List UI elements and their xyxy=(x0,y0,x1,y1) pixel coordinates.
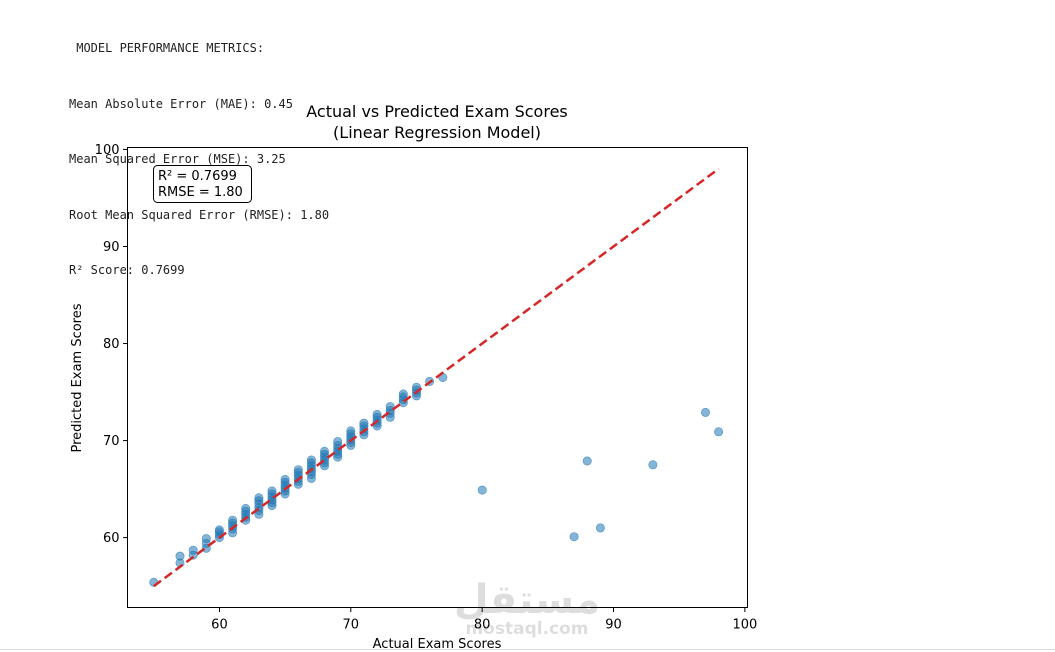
data-point xyxy=(346,426,356,436)
y-tick-label: 70 xyxy=(103,434,120,449)
data-point xyxy=(201,534,211,544)
data-point xyxy=(648,460,658,470)
data-point xyxy=(293,465,303,475)
x-tick-label: 70 xyxy=(343,618,360,633)
data-point xyxy=(700,407,710,417)
stats-annotation: R² = 0.7699 RMSE = 1.80 xyxy=(153,165,252,203)
r2-line: R² Score: 0.7699 xyxy=(69,263,185,277)
mae-line: Mean Absolute Error (MAE): 0.45 xyxy=(69,96,293,111)
rmse-line: Root Mean Squared Error (RMSE): 1.80 xyxy=(69,207,330,222)
y-axis-ticks: 60 70 80 90 100 xyxy=(95,143,128,546)
y-axis-label: Predicted Exam Scores xyxy=(70,303,85,452)
x-tick-label: 100 xyxy=(732,618,757,633)
data-point xyxy=(241,503,251,513)
reference-line-group xyxy=(153,167,720,588)
plot-frame xyxy=(127,147,748,608)
chart-title: Actual vs Predicted Exam Scores xyxy=(306,102,568,121)
data-points xyxy=(149,372,724,587)
data-point xyxy=(228,515,238,525)
data-point xyxy=(306,455,316,465)
divider xyxy=(0,649,1055,650)
x-axis-ticks: 60 70 80 90 100 xyxy=(211,607,757,633)
y-tick-label: 90 xyxy=(103,240,120,255)
watermark: مستقل mostaql.com xyxy=(454,577,600,639)
data-point xyxy=(267,486,277,496)
y-tick-label: 100 xyxy=(95,143,120,158)
y-tick-label: 80 xyxy=(103,337,120,352)
annotation-r2: R² = 0.7699 xyxy=(158,169,237,184)
data-point xyxy=(280,474,290,484)
data-point xyxy=(569,532,579,542)
data-point xyxy=(214,525,224,535)
mse-line: Mean Squared Error (MSE): 3.25 xyxy=(69,152,286,166)
data-point xyxy=(477,485,487,495)
data-point xyxy=(175,551,185,561)
annotation-box xyxy=(153,165,252,203)
data-point xyxy=(359,418,369,428)
data-point xyxy=(333,437,343,447)
x-tick-label: 60 xyxy=(211,618,228,633)
x-tick-label: 80 xyxy=(474,618,491,633)
metrics-header: MODEL PERFORMANCE METRICS: xyxy=(69,41,265,55)
data-point xyxy=(714,427,724,437)
data-point xyxy=(319,446,329,456)
reference-line xyxy=(153,167,720,588)
x-axis-label: Actual Exam Scores xyxy=(373,637,502,652)
data-point xyxy=(398,389,408,399)
x-tick-label: 90 xyxy=(605,618,622,633)
data-point xyxy=(254,493,264,503)
data-point xyxy=(595,523,605,533)
watermark-arabic: مستقل xyxy=(454,577,600,623)
y-tick-label: 60 xyxy=(103,531,120,546)
data-point xyxy=(372,409,382,419)
data-point xyxy=(188,545,198,555)
annotation-rmse: RMSE = 1.80 xyxy=(158,185,243,200)
data-point xyxy=(582,456,592,466)
watermark-latin: mostaql.com xyxy=(465,619,588,639)
chart-subtitle: (Linear Regression Model) xyxy=(333,123,541,142)
metrics-output: MODEL PERFORMANCE METRICS: Mean Absolute… xyxy=(69,2,329,298)
